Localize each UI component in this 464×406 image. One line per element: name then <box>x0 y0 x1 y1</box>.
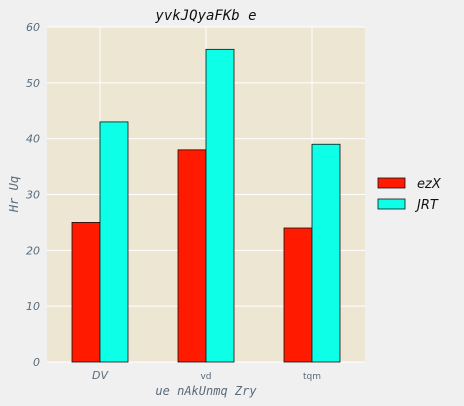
bar-JRT-vd <box>205 48 235 363</box>
y-tick-label: 30 <box>26 189 40 202</box>
x-tick-label: DV <box>92 369 109 382</box>
y-axis-label: Hr Uq <box>7 176 21 213</box>
x-tick-label: vd <box>200 372 211 382</box>
legend-label-JRT: JRT <box>414 198 439 213</box>
y-tick-label: 60 <box>26 21 40 34</box>
y-tick-label: 50 <box>26 77 40 90</box>
x-tick-label: tqm <box>303 372 321 382</box>
bar-ezX-DV <box>71 222 101 363</box>
y-tick-label: 0 <box>33 356 40 369</box>
bar-ezX-tqm <box>283 227 313 363</box>
y-tick-label: 20 <box>26 244 40 257</box>
y-tick-label: 40 <box>26 133 40 146</box>
x-axis-label: ue nAkUnmq Zry <box>155 384 257 398</box>
bar-JRT-tqm <box>311 143 341 363</box>
legend-swatch-ezX <box>377 177 406 189</box>
bar-JRT-DV <box>99 121 129 363</box>
legend: ezX JRT <box>377 177 442 213</box>
bar-ezX-vd <box>177 149 207 363</box>
legend-swatch-JRT <box>377 198 406 210</box>
legend-label-ezX: ezX <box>417 177 442 192</box>
y-tick-label: 10 <box>26 300 40 313</box>
y-tick-labels: 0 10 20 30 40 50 60 <box>26 21 40 369</box>
bars <box>71 48 341 363</box>
chart-title: yvkJQyaFKb e <box>154 8 256 24</box>
x-tick-labels: DV vd tqm <box>92 369 321 382</box>
